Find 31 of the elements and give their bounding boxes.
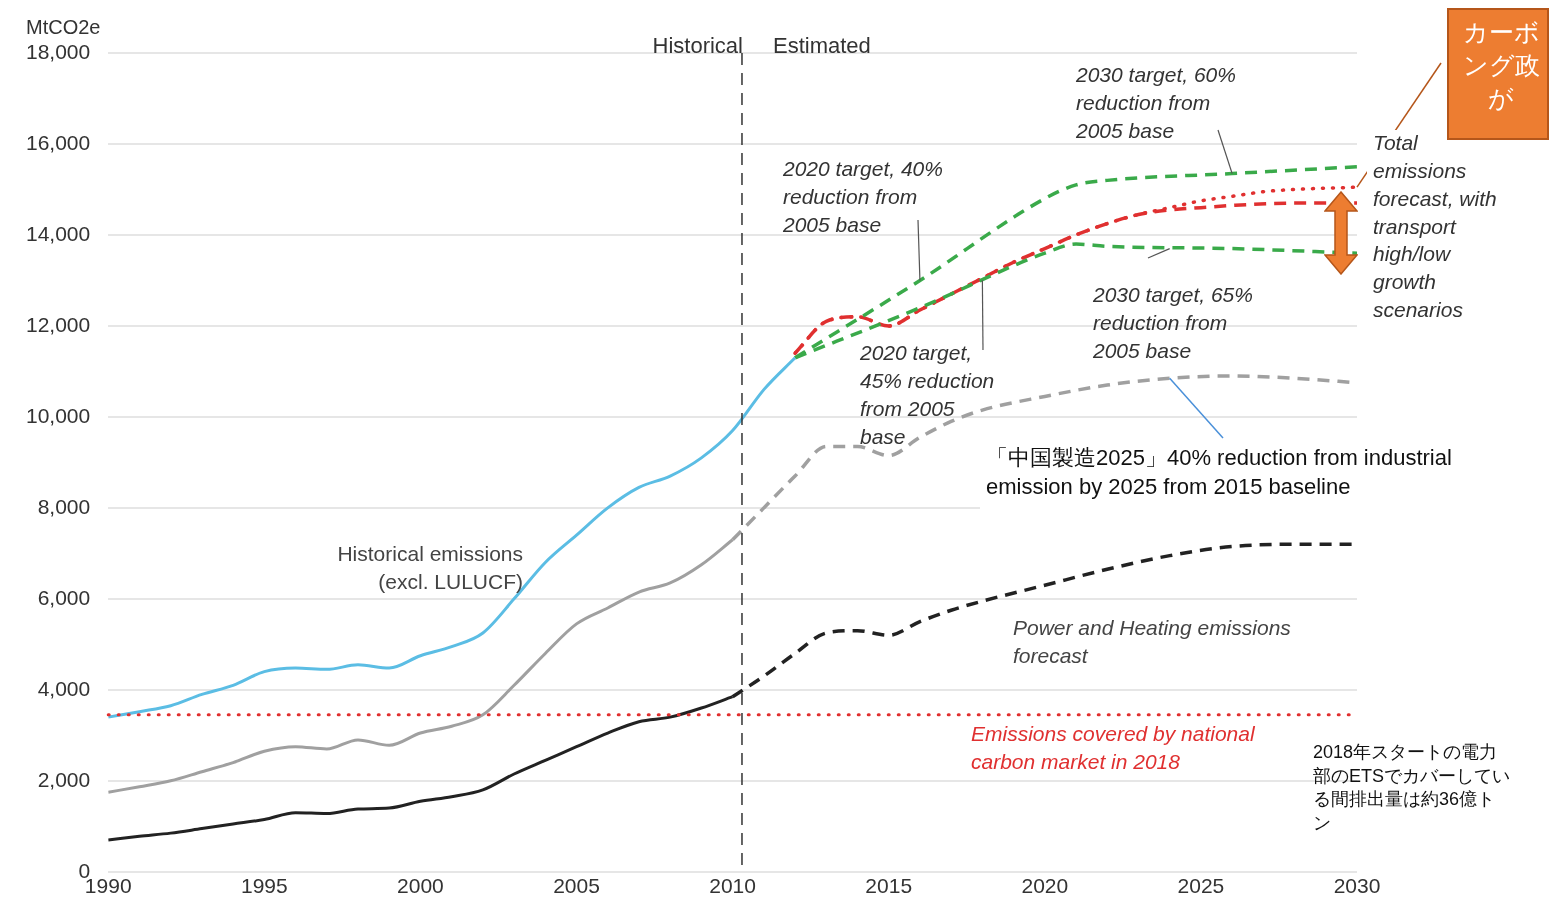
annotation: 「中国製造2025」40% reduction from industrial emission by 2025 from 2015 baseline [986, 445, 1452, 500]
x-tick-label: 2010 [709, 874, 756, 898]
x-tick-label: 2025 [1177, 874, 1225, 898]
y-tick-label: 18,000 [26, 39, 91, 63]
annotation: 2030 target, 60% reduction from 2005 base [1075, 63, 1236, 142]
ref-line-label: Emissions covered by national carbon market in 2018 [971, 722, 1256, 774]
annotation: Estimated [773, 33, 871, 59]
y-tick-label: 16,000 [26, 130, 91, 154]
y-tick-label: 4,000 [37, 676, 91, 700]
x-tick-label: 2005 [553, 874, 600, 898]
x-tick-label: 2000 [397, 874, 444, 898]
y-axis-title: MtCO2e [26, 15, 101, 38]
y-tick-label: 6,000 [37, 585, 91, 609]
y-tick-label: 14,000 [26, 221, 91, 245]
x-tick-label: 2015 [865, 874, 913, 898]
annotation: 2020 target, 40% reduction from 2005 base [782, 157, 943, 236]
annotation: 2020 target, 45% reduction from 2005 base [859, 341, 995, 448]
x-tick-label: 1995 [240, 874, 288, 898]
annotation: Historical [652, 33, 743, 59]
y-tick-label: 12,000 [26, 312, 91, 336]
series-label: Historical emissions (excl. LULUCF) [337, 542, 523, 594]
y-tick-label: 2,000 [37, 767, 91, 791]
annotation: カーボング政が [1463, 18, 1540, 113]
annotation: 2030 target, 65% reduction from 2005 base [1092, 283, 1253, 362]
series-label: Power and Heating emissions forecast [1013, 616, 1292, 668]
x-tick-label: 2030 [1333, 874, 1381, 898]
y-tick-label: 10,000 [26, 403, 91, 427]
y-tick-label: 8,000 [37, 494, 91, 518]
annotation: 2018年スタートの電力部のETSでカバーしている間排出量は約36億トン [1313, 741, 1511, 834]
text: Total emissions forecast, with transport high/low growth scenarios [1373, 131, 1497, 321]
x-tick-label: 2020 [1021, 874, 1069, 898]
